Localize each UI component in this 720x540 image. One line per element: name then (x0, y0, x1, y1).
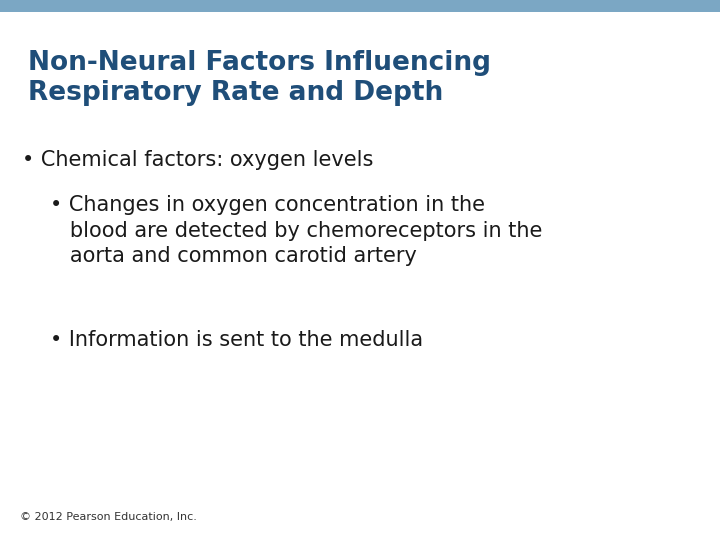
Text: • Information is sent to the medulla: • Information is sent to the medulla (50, 330, 423, 350)
Bar (0, 0, 720, 12)
Text: © 2012 Pearson Education, Inc.: © 2012 Pearson Education, Inc. (20, 512, 197, 522)
Text: • Changes in oxygen concentration in the
   blood are detected by chemoreceptors: • Changes in oxygen concentration in the… (50, 195, 542, 266)
Text: Non-Neural Factors Influencing
Respiratory Rate and Depth: Non-Neural Factors Influencing Respirato… (28, 50, 491, 106)
Text: • Chemical factors: oxygen levels: • Chemical factors: oxygen levels (22, 150, 374, 170)
